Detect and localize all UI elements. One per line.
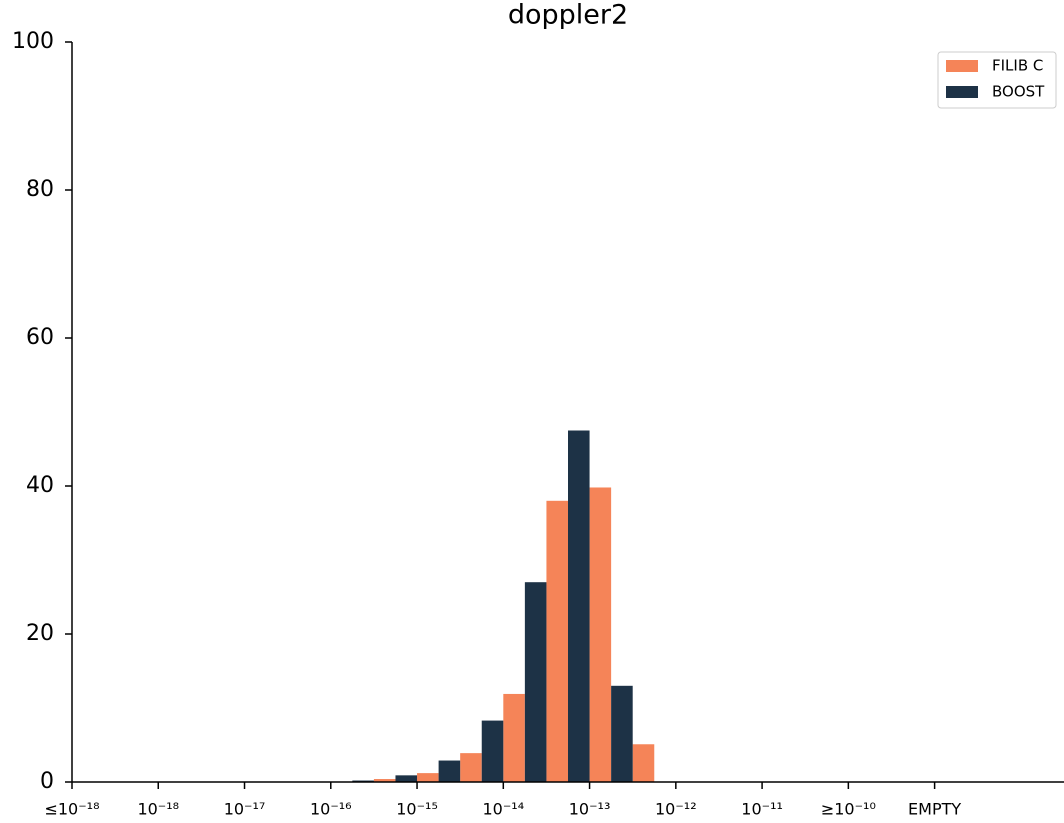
legend-label: BOOST [992, 83, 1045, 101]
x-tick-label: 10⁻¹² [655, 800, 697, 819]
bar [481, 720, 504, 782]
y-tick-label: 40 [26, 473, 54, 498]
bar [568, 430, 590, 782]
y-tick-label: 100 [12, 29, 54, 54]
bar [373, 779, 396, 782]
x-tick-label: 10⁻¹⁸ [137, 800, 179, 819]
x-tick-label: 10⁻¹¹ [741, 800, 783, 819]
bar [524, 582, 547, 782]
bar [503, 693, 525, 782]
y-tick-label: 0 [40, 769, 54, 794]
x-tick-label: 10⁻¹³ [569, 800, 611, 819]
y-tick-label: 20 [26, 621, 54, 646]
bar [460, 753, 482, 782]
y-tick-label: 60 [26, 325, 54, 350]
x-tick-label: ≤10⁻¹⁸ [44, 800, 99, 819]
chart-title: doppler2 [508, 0, 628, 31]
bar [546, 500, 568, 782]
x-tick-label: 10⁻¹⁴ [482, 800, 524, 819]
bar [417, 773, 439, 782]
legend-swatch [946, 86, 978, 98]
y-tick-label: 80 [26, 177, 54, 202]
x-tick-label: EMPTY [908, 800, 961, 819]
x-tick-label: 10⁻¹⁷ [224, 800, 266, 819]
bar [632, 744, 655, 782]
x-tick-label: ≥10⁻¹⁰ [821, 800, 876, 819]
bar [395, 775, 418, 782]
x-tick-label: 10⁻¹⁶ [310, 800, 352, 819]
x-tick-label: 10⁻¹⁵ [396, 800, 438, 819]
legend-label: FILIB C [992, 57, 1043, 75]
bar [589, 487, 612, 782]
bar [438, 760, 461, 782]
legend-swatch [946, 60, 978, 72]
bar [611, 685, 633, 782]
